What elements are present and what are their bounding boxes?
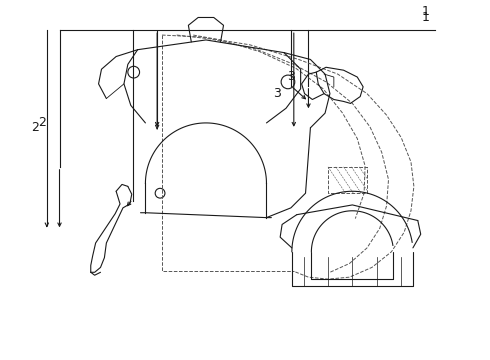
Text: 2: 2 (38, 116, 46, 129)
Text: 3: 3 (273, 87, 281, 100)
Text: 1: 1 (422, 11, 430, 24)
Text: 3: 3 (287, 69, 295, 82)
Text: 1: 1 (422, 5, 430, 18)
Text: 2: 2 (31, 121, 39, 134)
